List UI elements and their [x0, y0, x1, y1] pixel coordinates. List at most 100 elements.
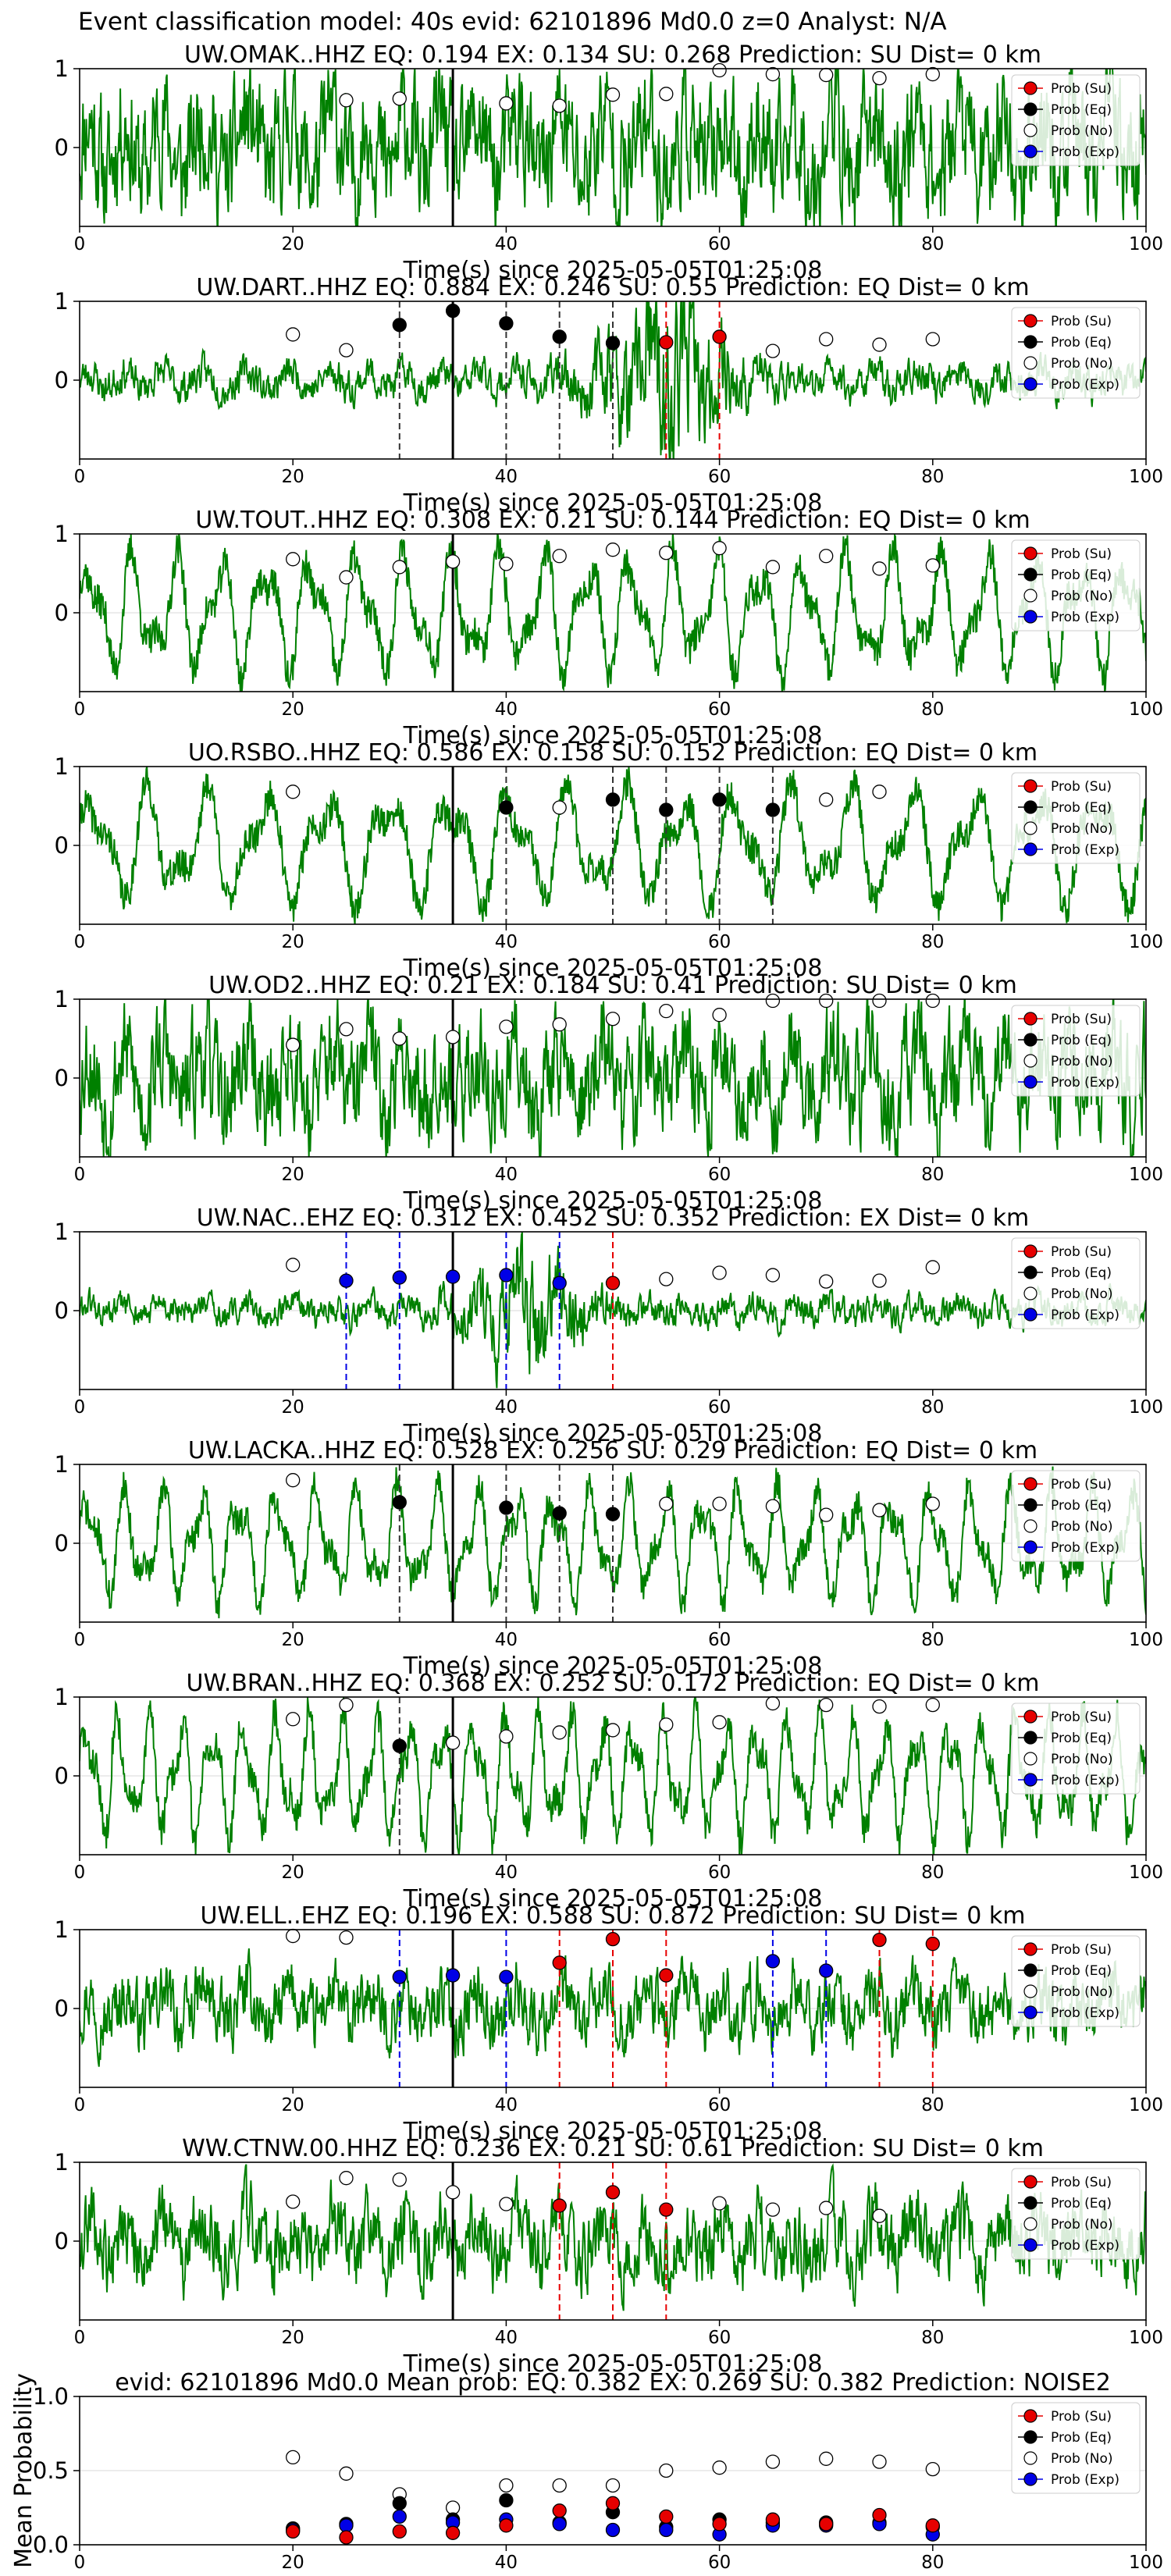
- prob-marker: [499, 316, 514, 331]
- x-tick-label: 40: [495, 1165, 518, 1185]
- prob-marker: [659, 87, 674, 101]
- x-tick-label: 40: [495, 1863, 518, 1883]
- legend-marker: [1023, 2005, 1038, 2019]
- prob-marker: [819, 792, 834, 807]
- prob-marker: [819, 549, 834, 564]
- prob-marker: [552, 98, 567, 113]
- legend-marker: [1023, 2238, 1038, 2252]
- prob-marker: [499, 1969, 514, 1984]
- legend-frame: [1011, 1237, 1141, 1329]
- prob-marker: [659, 2522, 674, 2538]
- legend-marker: [1023, 1752, 1038, 1766]
- legend-label: Prob (Su): [1051, 2409, 1112, 2425]
- prob-marker: [765, 1268, 781, 1283]
- prob-marker: [872, 1932, 887, 1948]
- legend-marker: [1023, 335, 1038, 349]
- legend-label: Prob (No): [1051, 1519, 1113, 1535]
- panel-title: UW.BRAN..HHZ EQ: 0.368 EX: 0.252 SU: 0.1…: [187, 1670, 1040, 1697]
- x-tick-label: 40: [495, 1630, 518, 1650]
- legend-marker: [1023, 1731, 1038, 1745]
- legend-label: Prob (Exp): [1051, 144, 1119, 160]
- prob-marker: [552, 329, 567, 344]
- legend-marker: [1023, 2196, 1038, 2210]
- x-tick-label: 20: [282, 2553, 304, 2573]
- prob-marker: [765, 802, 781, 817]
- x-tick-label: 0: [74, 2328, 86, 2348]
- prob-marker: [499, 1500, 514, 1515]
- panel-11: evid: 62101896 Md0.0 Mean prob: EQ: 0.38…: [10, 2369, 1163, 2573]
- prob-marker: [765, 1499, 781, 1514]
- panel-title: UW.NAC..EHZ EQ: 0.312 EX: 0.452 SU: 0.35…: [197, 1204, 1029, 1232]
- prob-marker: [659, 2463, 674, 2478]
- legend: Prob (Su) Prob (Eq) Prob (No) Prob (Exp): [1011, 2168, 1141, 2260]
- series-prob--no-: [286, 2171, 887, 2223]
- prob-marker: [925, 1260, 940, 1275]
- x-tick-label: 100: [1129, 467, 1163, 487]
- x-tick-label: 100: [1129, 2553, 1163, 2573]
- prob-marker: [925, 1937, 940, 1952]
- prob-marker: [925, 2461, 940, 2477]
- x-tick-label: 80: [921, 1630, 944, 1650]
- y-tick-label: 0: [55, 1763, 69, 1789]
- x-tick-label: 40: [495, 234, 518, 254]
- panel-title: UW.OMAK..HHZ EQ: 0.194 EX: 0.134 SU: 0.2…: [184, 41, 1041, 69]
- y-tick-label: 0: [55, 134, 69, 161]
- prob-marker: [552, 1506, 567, 1521]
- x-tick-label: 0: [74, 467, 86, 487]
- prob-marker: [605, 2522, 621, 2538]
- panel-4: UO.RSBO..HHZ EQ: 0.586 EX: 0.158 SU: 0.1…: [55, 739, 1163, 982]
- panel-title: UW.ELL..EHZ EQ: 0.196 EX: 0.588 SU: 0.87…: [201, 1902, 1026, 1930]
- legend-marker: [1023, 2430, 1038, 2444]
- x-tick-label: 40: [495, 2095, 518, 2115]
- legend-marker: [1023, 610, 1038, 624]
- prob-marker: [605, 1507, 621, 1521]
- series-prob--no-: [286, 1695, 940, 1750]
- series-prob--eq-: [499, 792, 781, 817]
- x-tick-label: 0: [74, 1630, 86, 1650]
- prob-marker: [925, 1697, 940, 1713]
- x-tick-label: 60: [708, 699, 731, 720]
- legend-marker: [1023, 1308, 1038, 1322]
- legend-frame: [1011, 1005, 1141, 1097]
- legend-marker: [1023, 1477, 1038, 1491]
- x-tick-label: 40: [495, 699, 518, 720]
- y-tick-label: 1: [55, 1916, 69, 1943]
- prob-marker: [765, 2454, 781, 2469]
- prob-marker: [445, 2500, 461, 2515]
- legend-label: Prob (Exp): [1051, 2005, 1119, 2021]
- legend-label: Prob (Su): [1051, 1710, 1112, 1725]
- prob-marker: [659, 335, 674, 350]
- y-tick-label: 0.0: [33, 2532, 69, 2558]
- prob-marker: [552, 2198, 567, 2213]
- series-prob--eq-: [392, 1738, 407, 1753]
- legend-label: Prob (Su): [1051, 2175, 1112, 2190]
- legend-label: Prob (No): [1051, 2217, 1113, 2233]
- x-tick-label: 0: [74, 2095, 86, 2115]
- legend-label: Prob (No): [1051, 1984, 1113, 2000]
- x-tick-label: 40: [495, 467, 518, 487]
- legend: Prob (Su) Prob (Eq) Prob (No) Prob (Exp): [1011, 307, 1141, 399]
- prob-marker: [339, 2171, 354, 2186]
- prob-marker: [659, 2509, 674, 2524]
- panel-title: UW.LACKA..HHZ EQ: 0.528 EX: 0.256 SU: 0.…: [188, 1437, 1038, 1464]
- prob-marker: [286, 1928, 301, 1944]
- prob-marker: [286, 2194, 301, 2209]
- waveform-trace: [80, 69, 1146, 226]
- prob-marker: [552, 2503, 567, 2518]
- x-tick-label: 20: [282, 2095, 304, 2115]
- legend-label: Prob (Eq): [1051, 1265, 1112, 1281]
- legend-label: Prob (Eq): [1051, 1033, 1112, 1048]
- legend-marker: [1023, 377, 1038, 391]
- series-prob--no-: [286, 2450, 940, 2515]
- prob-marker: [552, 2478, 567, 2493]
- legend-marker: [1023, 1033, 1038, 1047]
- x-tick-label: 60: [708, 1165, 731, 1185]
- legend-label: Prob (Eq): [1051, 568, 1112, 583]
- series-prob--eq-: [392, 303, 621, 350]
- legend-marker: [1023, 821, 1038, 835]
- prob-marker: [445, 554, 461, 569]
- x-tick-label: 80: [921, 2328, 944, 2348]
- x-tick-label: 100: [1129, 234, 1163, 254]
- legend-frame: [1011, 539, 1141, 632]
